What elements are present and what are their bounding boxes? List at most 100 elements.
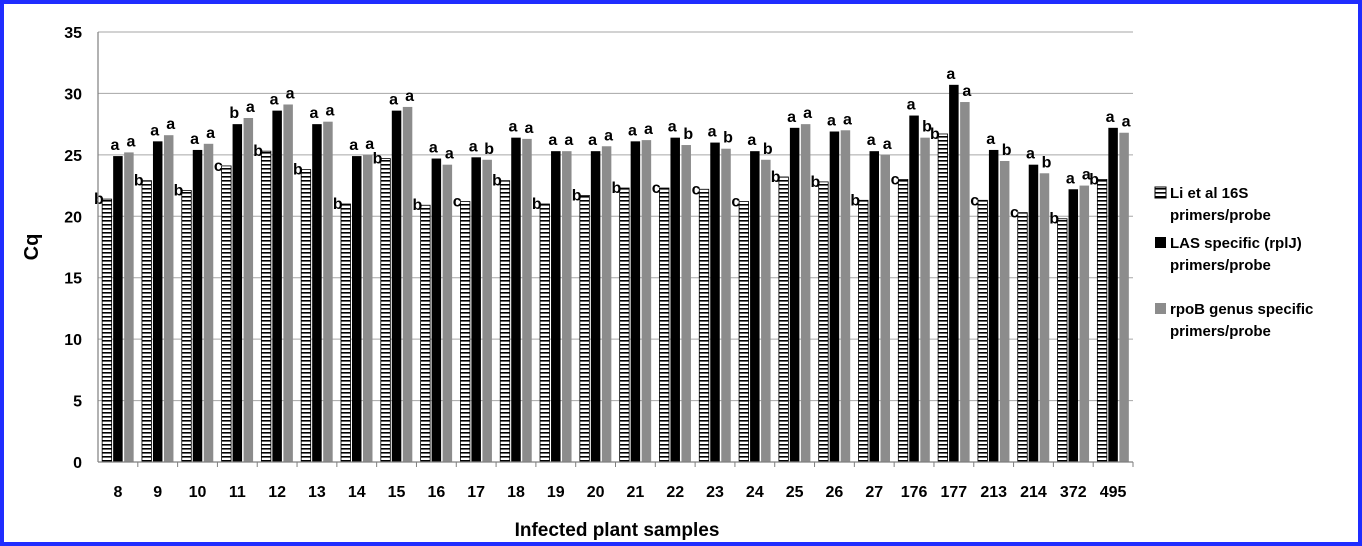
bar-2-14 bbox=[352, 156, 362, 463]
bar-3-25 bbox=[800, 124, 811, 463]
significance-letter: b bbox=[94, 191, 104, 208]
x-tick-label: 26 bbox=[826, 484, 844, 501]
significance-letter: a bbox=[405, 88, 414, 105]
bar-1-372 bbox=[1057, 218, 1068, 463]
bar-1-14 bbox=[340, 203, 351, 463]
significance-letter: c bbox=[692, 181, 701, 198]
significance-letter: a bbox=[509, 119, 518, 136]
significance-letter: a bbox=[1122, 114, 1131, 131]
bar-1-16 bbox=[420, 204, 431, 463]
significance-letter: b bbox=[572, 187, 582, 204]
bar-1-213 bbox=[977, 199, 988, 463]
bar-3-20 bbox=[601, 146, 612, 462]
bar-2-20 bbox=[590, 151, 601, 462]
y-tick-label: 0 bbox=[73, 455, 82, 472]
bar-1-9 bbox=[141, 180, 152, 463]
significance-letter: b bbox=[763, 141, 773, 158]
bar-2-12 bbox=[272, 110, 282, 462]
x-tick-label: 177 bbox=[941, 484, 968, 501]
y-axis-label: Cq bbox=[21, 234, 43, 261]
x-tick-label: 17 bbox=[467, 484, 485, 501]
bar-1-8 bbox=[101, 198, 113, 463]
significance-letter: b bbox=[930, 126, 940, 143]
x-tick-label: 16 bbox=[427, 484, 445, 501]
significance-letter: c bbox=[1010, 205, 1019, 222]
significance-letter: a bbox=[883, 136, 892, 153]
bar-1-11 bbox=[221, 165, 232, 463]
significance-labels: ba aba aba acb aba aba aba aba aba aca bba aba aba ab… bbox=[94, 66, 1131, 228]
bar-1-21 bbox=[619, 187, 630, 463]
bar-2-19 bbox=[551, 151, 561, 462]
bar-2-213 bbox=[988, 149, 999, 462]
bar-3-16 bbox=[442, 164, 453, 462]
significance-letter: b bbox=[1049, 211, 1059, 228]
bar-1-26 bbox=[818, 181, 829, 463]
significance-letter: a bbox=[803, 105, 812, 122]
x-tick-label: 372 bbox=[1060, 484, 1087, 501]
significance-letter: a bbox=[747, 132, 756, 149]
significance-letter: b bbox=[683, 126, 693, 143]
significance-letter: b bbox=[771, 169, 781, 186]
significance-letter: c bbox=[652, 180, 661, 197]
x-tick-label: 27 bbox=[865, 484, 883, 501]
significance-letter: a bbox=[389, 92, 398, 109]
bar-1-19 bbox=[539, 203, 550, 463]
x-tick-label: 495 bbox=[1100, 484, 1127, 501]
bar-2-21 bbox=[630, 141, 641, 463]
significance-letter: b bbox=[253, 143, 263, 160]
significance-letter: a bbox=[325, 103, 334, 120]
bar-3-19 bbox=[562, 151, 572, 462]
bar-2-9 bbox=[152, 141, 163, 463]
bar-3-12 bbox=[283, 104, 293, 462]
significance-letter: b bbox=[492, 173, 502, 190]
significance-letter: b bbox=[1089, 171, 1099, 188]
significance-letter: b bbox=[723, 130, 733, 147]
y-tick-label: 10 bbox=[64, 332, 82, 349]
legend-label: primers/probe bbox=[1170, 323, 1271, 340]
significance-letter: a bbox=[867, 132, 876, 149]
significance-letter: c bbox=[453, 194, 462, 211]
significance-letter: b bbox=[1002, 142, 1012, 159]
x-axis-label: Infected plant samples bbox=[515, 520, 720, 541]
bar-3-177 bbox=[960, 102, 970, 463]
x-tick-label: 23 bbox=[706, 484, 724, 501]
significance-letter: a bbox=[206, 125, 215, 142]
significance-letter: a bbox=[246, 99, 255, 116]
x-tick-label: 15 bbox=[388, 484, 406, 501]
significance-letter: a bbox=[286, 85, 295, 102]
significance-letter: a bbox=[564, 132, 573, 149]
y-tick-label: 30 bbox=[64, 86, 82, 103]
significance-letter: b bbox=[333, 196, 343, 213]
significance-letter: a bbox=[1106, 109, 1115, 126]
significance-letter: b bbox=[412, 197, 422, 214]
significance-letter: a bbox=[708, 124, 717, 141]
legend-label: LAS specific (rplJ) bbox=[1170, 235, 1302, 252]
significance-letter: a bbox=[628, 122, 637, 139]
bar-2-13 bbox=[312, 124, 322, 463]
bar-2-26 bbox=[829, 131, 840, 462]
bar-2-17 bbox=[471, 157, 481, 463]
bar-2-27 bbox=[869, 151, 879, 462]
significance-letter: a bbox=[525, 120, 534, 137]
x-tick-label: 20 bbox=[587, 484, 605, 501]
significance-letter: a bbox=[445, 146, 454, 163]
significance-letter: a bbox=[644, 121, 653, 138]
bar-1-22 bbox=[659, 187, 670, 463]
bar-3-214 bbox=[1039, 173, 1050, 463]
significance-letter: a bbox=[166, 116, 175, 133]
legend-swatch-1 bbox=[1154, 186, 1167, 199]
bar-3-13 bbox=[323, 121, 333, 462]
significance-letter: a bbox=[126, 133, 135, 150]
significance-letter: a bbox=[1066, 170, 1075, 187]
legend: Li et al 16S primers/probe LAS specific (r… bbox=[1154, 185, 1313, 340]
bar-2-15 bbox=[391, 110, 402, 462]
significance-letter: a bbox=[588, 132, 597, 149]
bar-2-24 bbox=[750, 151, 760, 462]
bar-1-24 bbox=[738, 201, 749, 463]
significance-letter: a bbox=[1026, 146, 1035, 163]
significance-letter: a bbox=[604, 127, 613, 144]
bar-2-16 bbox=[431, 158, 442, 463]
significance-letter: a bbox=[270, 92, 279, 109]
legend-label: Li et al 16S bbox=[1170, 185, 1248, 202]
